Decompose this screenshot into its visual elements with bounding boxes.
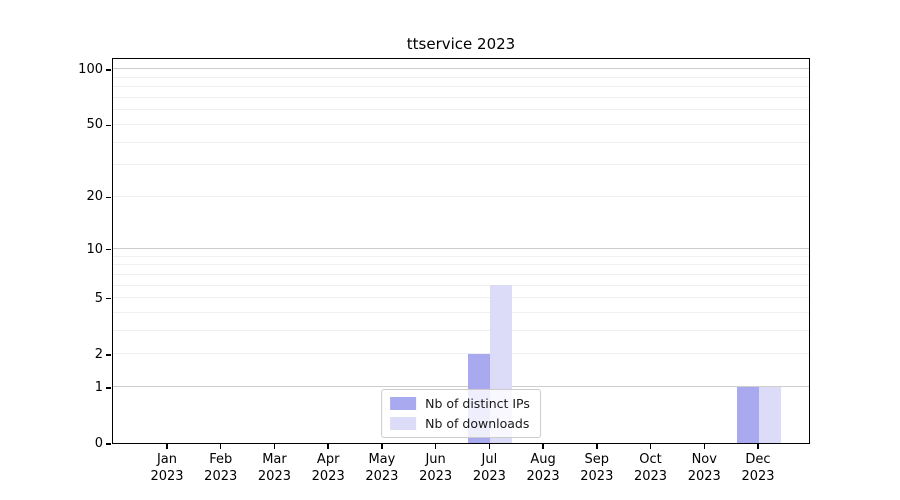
x-tick-month: Aug bbox=[530, 452, 556, 467]
minor-gridline bbox=[113, 273, 809, 275]
x-tick-mark bbox=[327, 444, 329, 449]
y-tick-mark bbox=[106, 196, 111, 198]
legend-label-distinct-ips: Nb of distinct IPs bbox=[425, 396, 530, 411]
x-tick-month: Jan bbox=[156, 452, 178, 467]
x-tick-year: 2023 bbox=[741, 469, 775, 484]
legend-swatch-downloads bbox=[390, 417, 417, 430]
x-tick-month: Oct bbox=[639, 452, 662, 467]
x-tick-mark bbox=[166, 444, 168, 449]
y-tick-mark bbox=[106, 69, 111, 71]
x-tick-mark bbox=[542, 444, 544, 449]
x-tick-label: Jul 2023 bbox=[461, 451, 517, 485]
y-tick-label: 100 bbox=[78, 61, 103, 77]
x-tick-year: 2023 bbox=[419, 469, 453, 484]
y-tick-mark bbox=[106, 443, 111, 445]
major-gridline bbox=[113, 386, 809, 388]
x-tick-mark bbox=[757, 444, 759, 449]
y-tick-label: 0 bbox=[94, 436, 103, 451]
y-tick-mark bbox=[106, 387, 111, 389]
x-tick-month: May bbox=[368, 452, 396, 467]
x-tick-year: 2023 bbox=[204, 469, 238, 484]
y-tick-label: 20 bbox=[86, 189, 103, 205]
y-tick-label: 10 bbox=[86, 241, 103, 257]
x-tick-label: Oct 2023 bbox=[623, 451, 679, 485]
minor-gridline bbox=[113, 195, 809, 197]
x-tick-month: Dec bbox=[745, 452, 771, 467]
x-tick-year: 2023 bbox=[311, 469, 345, 484]
x-tick-mark bbox=[273, 444, 276, 449]
x-tick-year: 2023 bbox=[526, 469, 560, 484]
y-tick-label: 5 bbox=[94, 290, 103, 306]
legend-item-downloads: Nb of downloads bbox=[390, 416, 530, 431]
y-tick-label: 2 bbox=[94, 346, 103, 362]
minor-gridline bbox=[113, 76, 809, 78]
x-tick-month: Nov bbox=[691, 452, 717, 467]
x-tick-mark bbox=[703, 444, 705, 449]
y-tick-mark bbox=[106, 354, 111, 356]
x-tick-label: Apr 2023 bbox=[300, 451, 356, 485]
minor-gridline bbox=[113, 97, 809, 98]
minor-gridline bbox=[113, 141, 809, 143]
y-tick-mark bbox=[106, 248, 111, 251]
x-tick-mark bbox=[649, 444, 652, 449]
minor-gridline bbox=[113, 164, 809, 166]
x-tick-label: Sep 2023 bbox=[569, 451, 625, 485]
minor-gridline bbox=[113, 330, 809, 332]
minor-gridline bbox=[113, 255, 809, 257]
minor-gridline bbox=[113, 353, 809, 355]
legend: Nb of distinct IPs Nb of downloads bbox=[381, 389, 541, 438]
minor-gridline bbox=[113, 264, 809, 266]
x-tick-month: Sep bbox=[584, 452, 610, 467]
x-tick-year: 2023 bbox=[687, 469, 721, 484]
minor-gridline bbox=[113, 297, 809, 299]
x-tick-month: Mar bbox=[262, 452, 287, 467]
x-tick-month: Jun bbox=[425, 452, 446, 467]
x-tick-month: Jul bbox=[481, 452, 498, 467]
x-tick-mark bbox=[488, 444, 491, 449]
major-gridline bbox=[113, 248, 809, 250]
x-tick-label: Mar 2023 bbox=[246, 451, 302, 485]
minor-gridline bbox=[113, 284, 809, 286]
y-tick-mark bbox=[106, 298, 111, 300]
major-gridline bbox=[113, 68, 809, 70]
y-tick-mark bbox=[106, 124, 111, 126]
x-tick-year: 2023 bbox=[150, 469, 184, 484]
x-tick-label: Feb 2023 bbox=[193, 451, 249, 485]
y-tick-label: 1 bbox=[94, 379, 103, 395]
y-tick-label: 50 bbox=[86, 117, 103, 133]
minor-gridline bbox=[113, 109, 809, 111]
x-tick-year: 2023 bbox=[580, 469, 614, 484]
minor-gridline bbox=[113, 123, 809, 125]
plot-area: Nb of distinct IPs Nb of downloads bbox=[112, 58, 810, 444]
chart-title: ttservice 2023 bbox=[406, 35, 516, 53]
x-tick-mark bbox=[596, 444, 598, 449]
minor-gridline bbox=[113, 86, 809, 88]
x-tick-label: Aug 2023 bbox=[515, 451, 571, 485]
x-tick-label: Jan 2023 bbox=[139, 451, 195, 485]
bar-dec-downloads bbox=[759, 386, 781, 443]
x-tick-year: 2023 bbox=[365, 469, 399, 484]
legend-swatch-distinct-ips bbox=[390, 397, 417, 410]
x-tick-month: Feb bbox=[209, 452, 233, 467]
x-tick-label: May 2023 bbox=[354, 451, 410, 485]
x-tick-year: 2023 bbox=[633, 469, 668, 484]
x-tick-label: Jun 2023 bbox=[408, 451, 464, 485]
x-tick-mark bbox=[220, 444, 222, 449]
x-tick-month: Apr bbox=[316, 452, 340, 467]
x-tick-mark bbox=[434, 444, 437, 449]
bar-dec-distinct-ips bbox=[737, 386, 759, 443]
x-tick-year: 2023 bbox=[257, 469, 291, 484]
legend-item-distinct-ips: Nb of distinct IPs bbox=[390, 396, 530, 411]
minor-gridline bbox=[113, 312, 809, 314]
x-tick-mark bbox=[381, 444, 383, 449]
x-tick-label: Nov 2023 bbox=[676, 451, 732, 485]
x-tick-year: 2023 bbox=[472, 469, 506, 484]
legend-label-downloads: Nb of downloads bbox=[425, 416, 530, 431]
x-tick-label: Dec 2023 bbox=[730, 451, 786, 485]
